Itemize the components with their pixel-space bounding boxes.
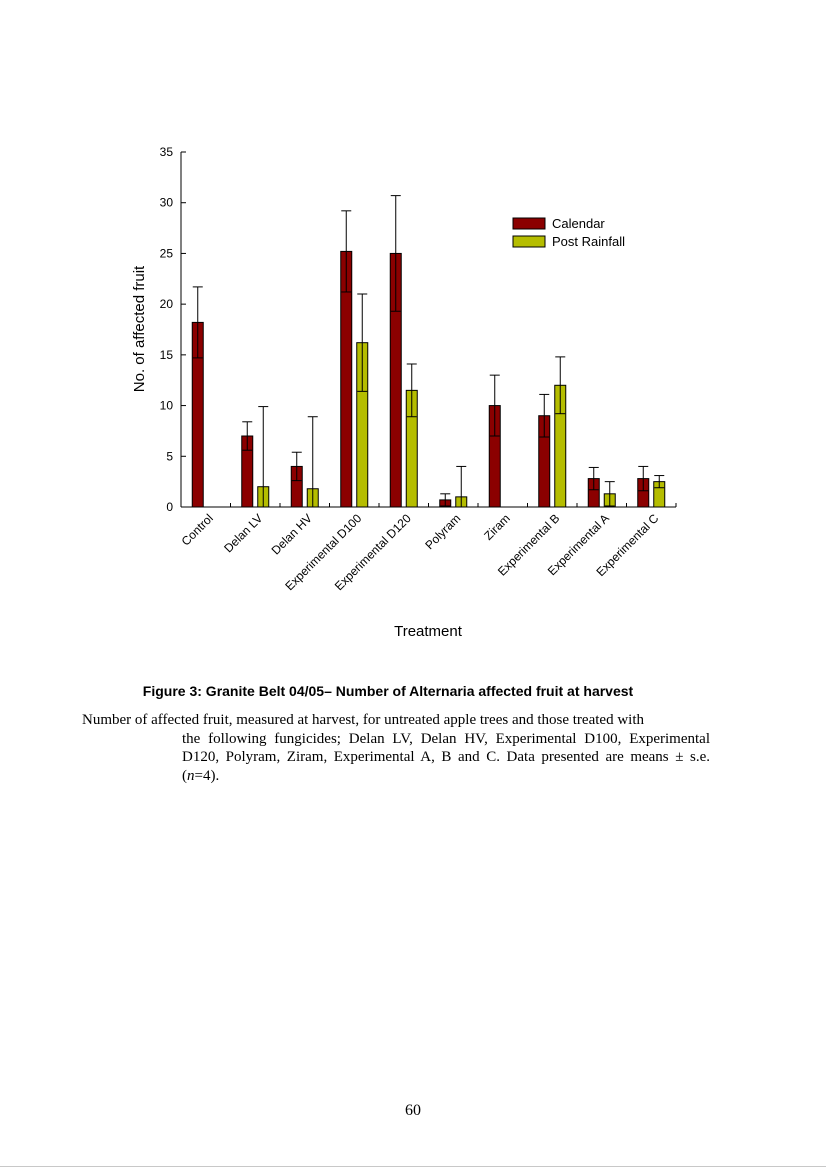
- legend-label: Calendar: [552, 216, 605, 231]
- legend-label: Post Rainfall: [552, 234, 625, 249]
- category-label: Polyram: [422, 511, 463, 552]
- page-number: 60: [405, 1102, 421, 1119]
- y-axis-title: No. of affected fruit: [131, 265, 148, 392]
- category-label: Delan HV: [269, 511, 315, 557]
- y-tick-label: 20: [160, 297, 174, 311]
- x-axis-title: Treatment: [394, 623, 463, 640]
- page-bottom-rule: [0, 1166, 826, 1167]
- caption-line-1: Number of affected fruit, measured at ha…: [82, 712, 644, 728]
- y-tick-label: 35: [160, 145, 174, 159]
- category-label: Ziram: [481, 511, 513, 543]
- x-axis: [181, 503, 677, 508]
- y-tick-label: 30: [160, 196, 174, 210]
- figure-caption: Number of affected fruit, measured at ha…: [82, 711, 710, 785]
- error-bars: [192, 195, 665, 507]
- caption-n: n: [187, 767, 195, 784]
- y-tick-label: 0: [166, 500, 173, 514]
- figure-title: Figure 3: Granite Belt 04/05– Number of …: [142, 683, 634, 699]
- y-tick-label: 15: [160, 348, 174, 362]
- bar-chart: 0 5 10 15 20 25 30 35 Control Delan LV Delan HVEx…: [131, 145, 677, 640]
- caption-text-a: the following fungicides; Delan LV, Dela…: [182, 730, 710, 784]
- y-tick-label: 25: [160, 246, 174, 260]
- legend-swatch: [512, 217, 546, 230]
- caption-continuation: the following fungicides; Delan LV, Dela…: [182, 730, 710, 786]
- legend-swatch: [512, 235, 546, 248]
- legend: Calendar Post Rainfall: [512, 216, 625, 249]
- category-label: Delan LV: [221, 511, 265, 555]
- y-axis: 0 5 10 15 20 25 30 35: [160, 145, 186, 514]
- caption-text-b: =4).: [194, 767, 220, 784]
- y-tick-label: 5: [166, 449, 173, 463]
- category-label: Control: [179, 511, 216, 548]
- y-tick-label: 10: [160, 399, 174, 413]
